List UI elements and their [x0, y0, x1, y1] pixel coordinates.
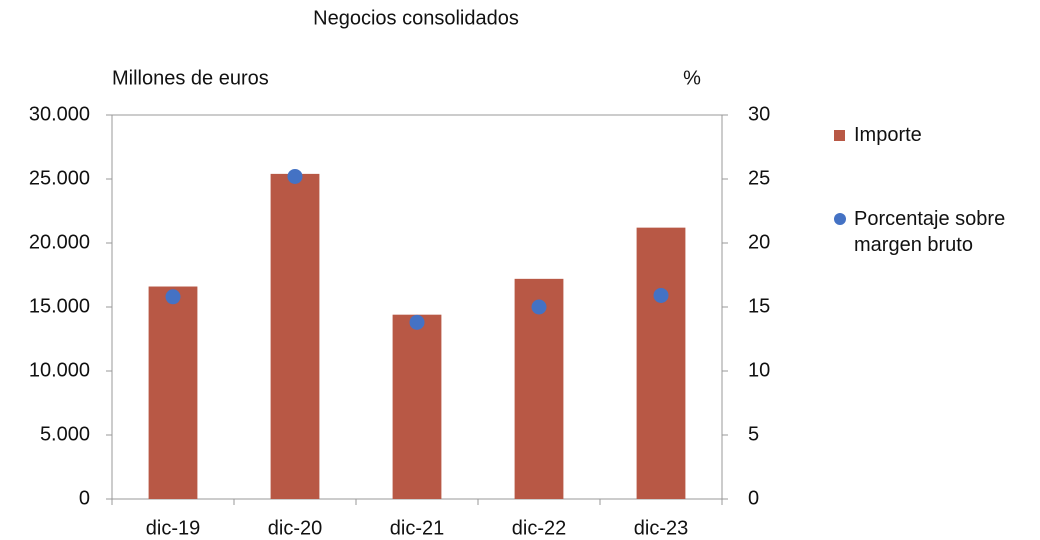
y-tick-label: 25.000	[29, 167, 90, 189]
bar	[392, 314, 442, 499]
bar	[514, 278, 564, 499]
legend-label: Porcentaje sobre margen bruto	[854, 208, 1006, 256]
y-axis-title: Millones de euros	[112, 67, 269, 89]
y2-tick-label: 10	[748, 359, 770, 381]
point	[653, 287, 669, 303]
legend-label: Importe	[854, 124, 922, 146]
y2-axis-title: %	[683, 67, 701, 89]
y-tick-label: 15.000	[29, 295, 90, 317]
legend-swatch	[834, 130, 845, 141]
bar	[636, 227, 686, 499]
point	[531, 299, 547, 315]
x-tick-label: dic-19	[146, 517, 200, 539]
y2-tick-label: 30	[748, 103, 770, 125]
x-tick-label: dic-21	[390, 517, 444, 539]
y-tick-label: 20.000	[29, 231, 90, 253]
y2-tick-label: 25	[748, 167, 770, 189]
bar	[270, 173, 320, 499]
x-tick-label: dic-23	[634, 517, 688, 539]
x-tick-label: dic-20	[268, 517, 322, 539]
y2-tick-label: 5	[748, 423, 759, 445]
legend-swatch	[834, 213, 846, 225]
y-tick-label: 30.000	[29, 103, 90, 125]
y-tick-label: 5.000	[40, 423, 90, 445]
y2-tick-label: 0	[748, 487, 759, 509]
y-tick-label: 0	[79, 487, 90, 509]
y-tick-label: 10.000	[29, 359, 90, 381]
point	[165, 289, 181, 305]
point	[409, 314, 425, 330]
chart-title: Negocios consolidados	[313, 7, 519, 29]
point	[287, 168, 303, 184]
y2-tick-label: 15	[748, 295, 770, 317]
bar	[148, 286, 198, 499]
x-tick-label: dic-22	[512, 517, 566, 539]
y2-tick-label: 20	[748, 231, 770, 253]
